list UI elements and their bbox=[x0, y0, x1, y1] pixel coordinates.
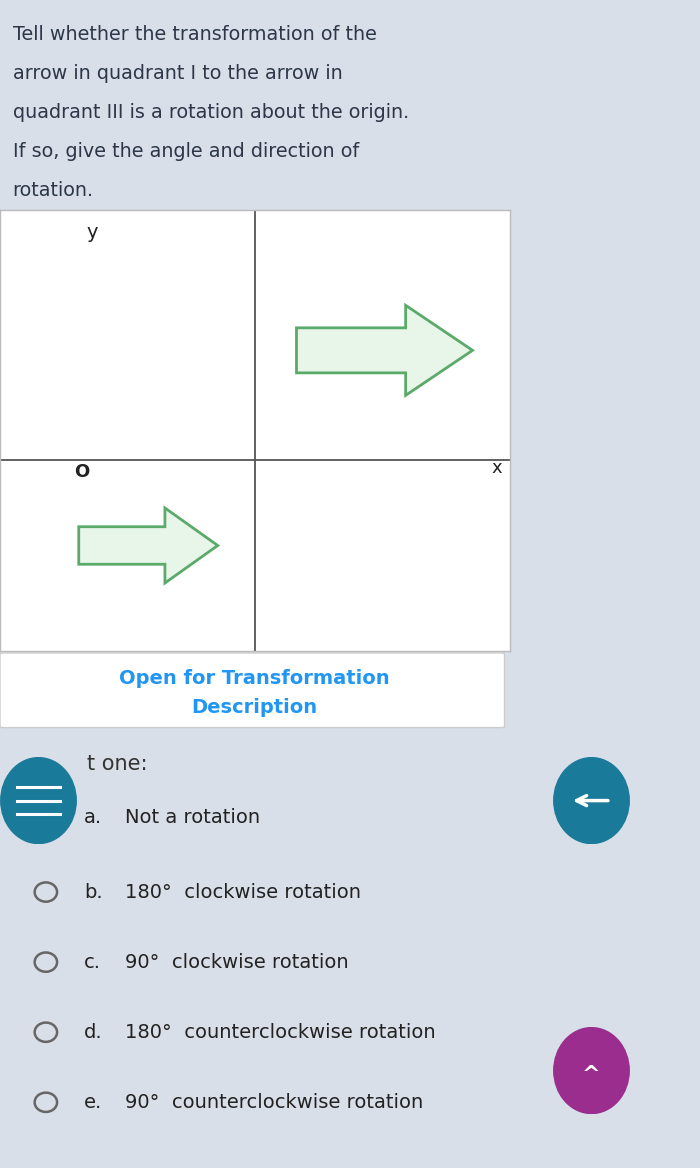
Circle shape bbox=[554, 758, 629, 843]
Text: quadrant III is a rotation about the origin.: quadrant III is a rotation about the ori… bbox=[13, 103, 409, 121]
Text: d.: d. bbox=[84, 1023, 103, 1042]
Text: Tell whether the transformation of the: Tell whether the transformation of the bbox=[13, 26, 377, 44]
Text: e.: e. bbox=[84, 1093, 102, 1112]
Text: O: O bbox=[74, 464, 89, 481]
FancyBboxPatch shape bbox=[0, 653, 505, 728]
Text: 90°  clockwise rotation: 90° clockwise rotation bbox=[125, 953, 349, 972]
Text: b.: b. bbox=[84, 883, 103, 902]
Text: arrow in quadrant I to the arrow in: arrow in quadrant I to the arrow in bbox=[13, 64, 342, 83]
Text: t one:: t one: bbox=[87, 755, 147, 774]
Circle shape bbox=[1, 758, 76, 843]
Text: x: x bbox=[491, 459, 502, 477]
Circle shape bbox=[554, 1028, 629, 1113]
Text: Description: Description bbox=[192, 698, 318, 717]
Polygon shape bbox=[297, 305, 473, 396]
Text: Not a rotation: Not a rotation bbox=[125, 808, 260, 827]
Text: y: y bbox=[86, 223, 97, 243]
Text: a.: a. bbox=[84, 808, 102, 827]
Text: c.: c. bbox=[84, 953, 101, 972]
Polygon shape bbox=[79, 508, 218, 583]
Text: Open for Transformation: Open for Transformation bbox=[120, 669, 390, 688]
Text: rotation.: rotation. bbox=[13, 181, 94, 200]
Text: 180°  clockwise rotation: 180° clockwise rotation bbox=[125, 883, 361, 902]
Text: 180°  counterclockwise rotation: 180° counterclockwise rotation bbox=[125, 1023, 435, 1042]
Text: If so, give the angle and direction of: If so, give the angle and direction of bbox=[13, 141, 359, 161]
Text: 90°  counterclockwise rotation: 90° counterclockwise rotation bbox=[125, 1093, 423, 1112]
Text: ^: ^ bbox=[582, 1065, 601, 1085]
